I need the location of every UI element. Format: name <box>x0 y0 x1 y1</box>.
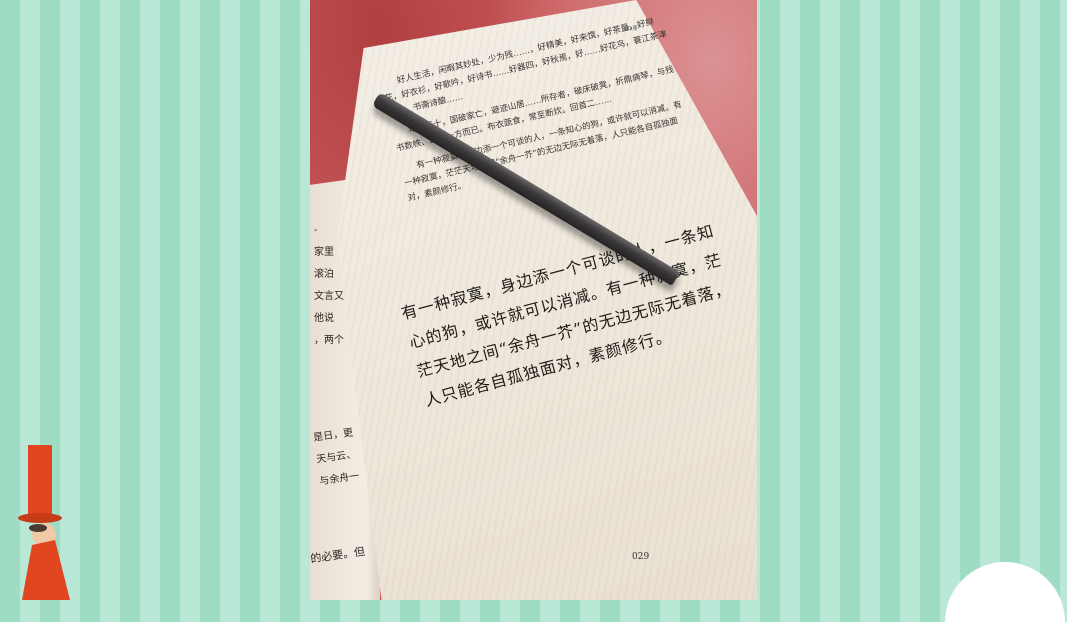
left-page-line: ，两个 <box>314 335 344 346</box>
left-page-line: 他说 <box>314 313 334 324</box>
book-photo <box>310 0 757 600</box>
page-number: 029 <box>632 552 650 562</box>
cloud-decoration-icon <box>945 562 1065 622</box>
left-page-text-upper: - 家里 滚泊 文言又 他说 ，两个 <box>314 220 358 352</box>
left-page-line: - <box>314 225 318 236</box>
left-page-line: 家里 <box>314 247 334 258</box>
left-page-line: 文言又 <box>314 291 344 302</box>
left-page-text-middle: 是日，更 天与云、 与余舟一 <box>312 417 400 493</box>
cartoon-figure-icon <box>18 445 70 600</box>
right-book-page <box>336 0 757 600</box>
left-page-line: 滚泊 <box>314 269 334 280</box>
page-header: 如 果 <box>626 26 638 32</box>
